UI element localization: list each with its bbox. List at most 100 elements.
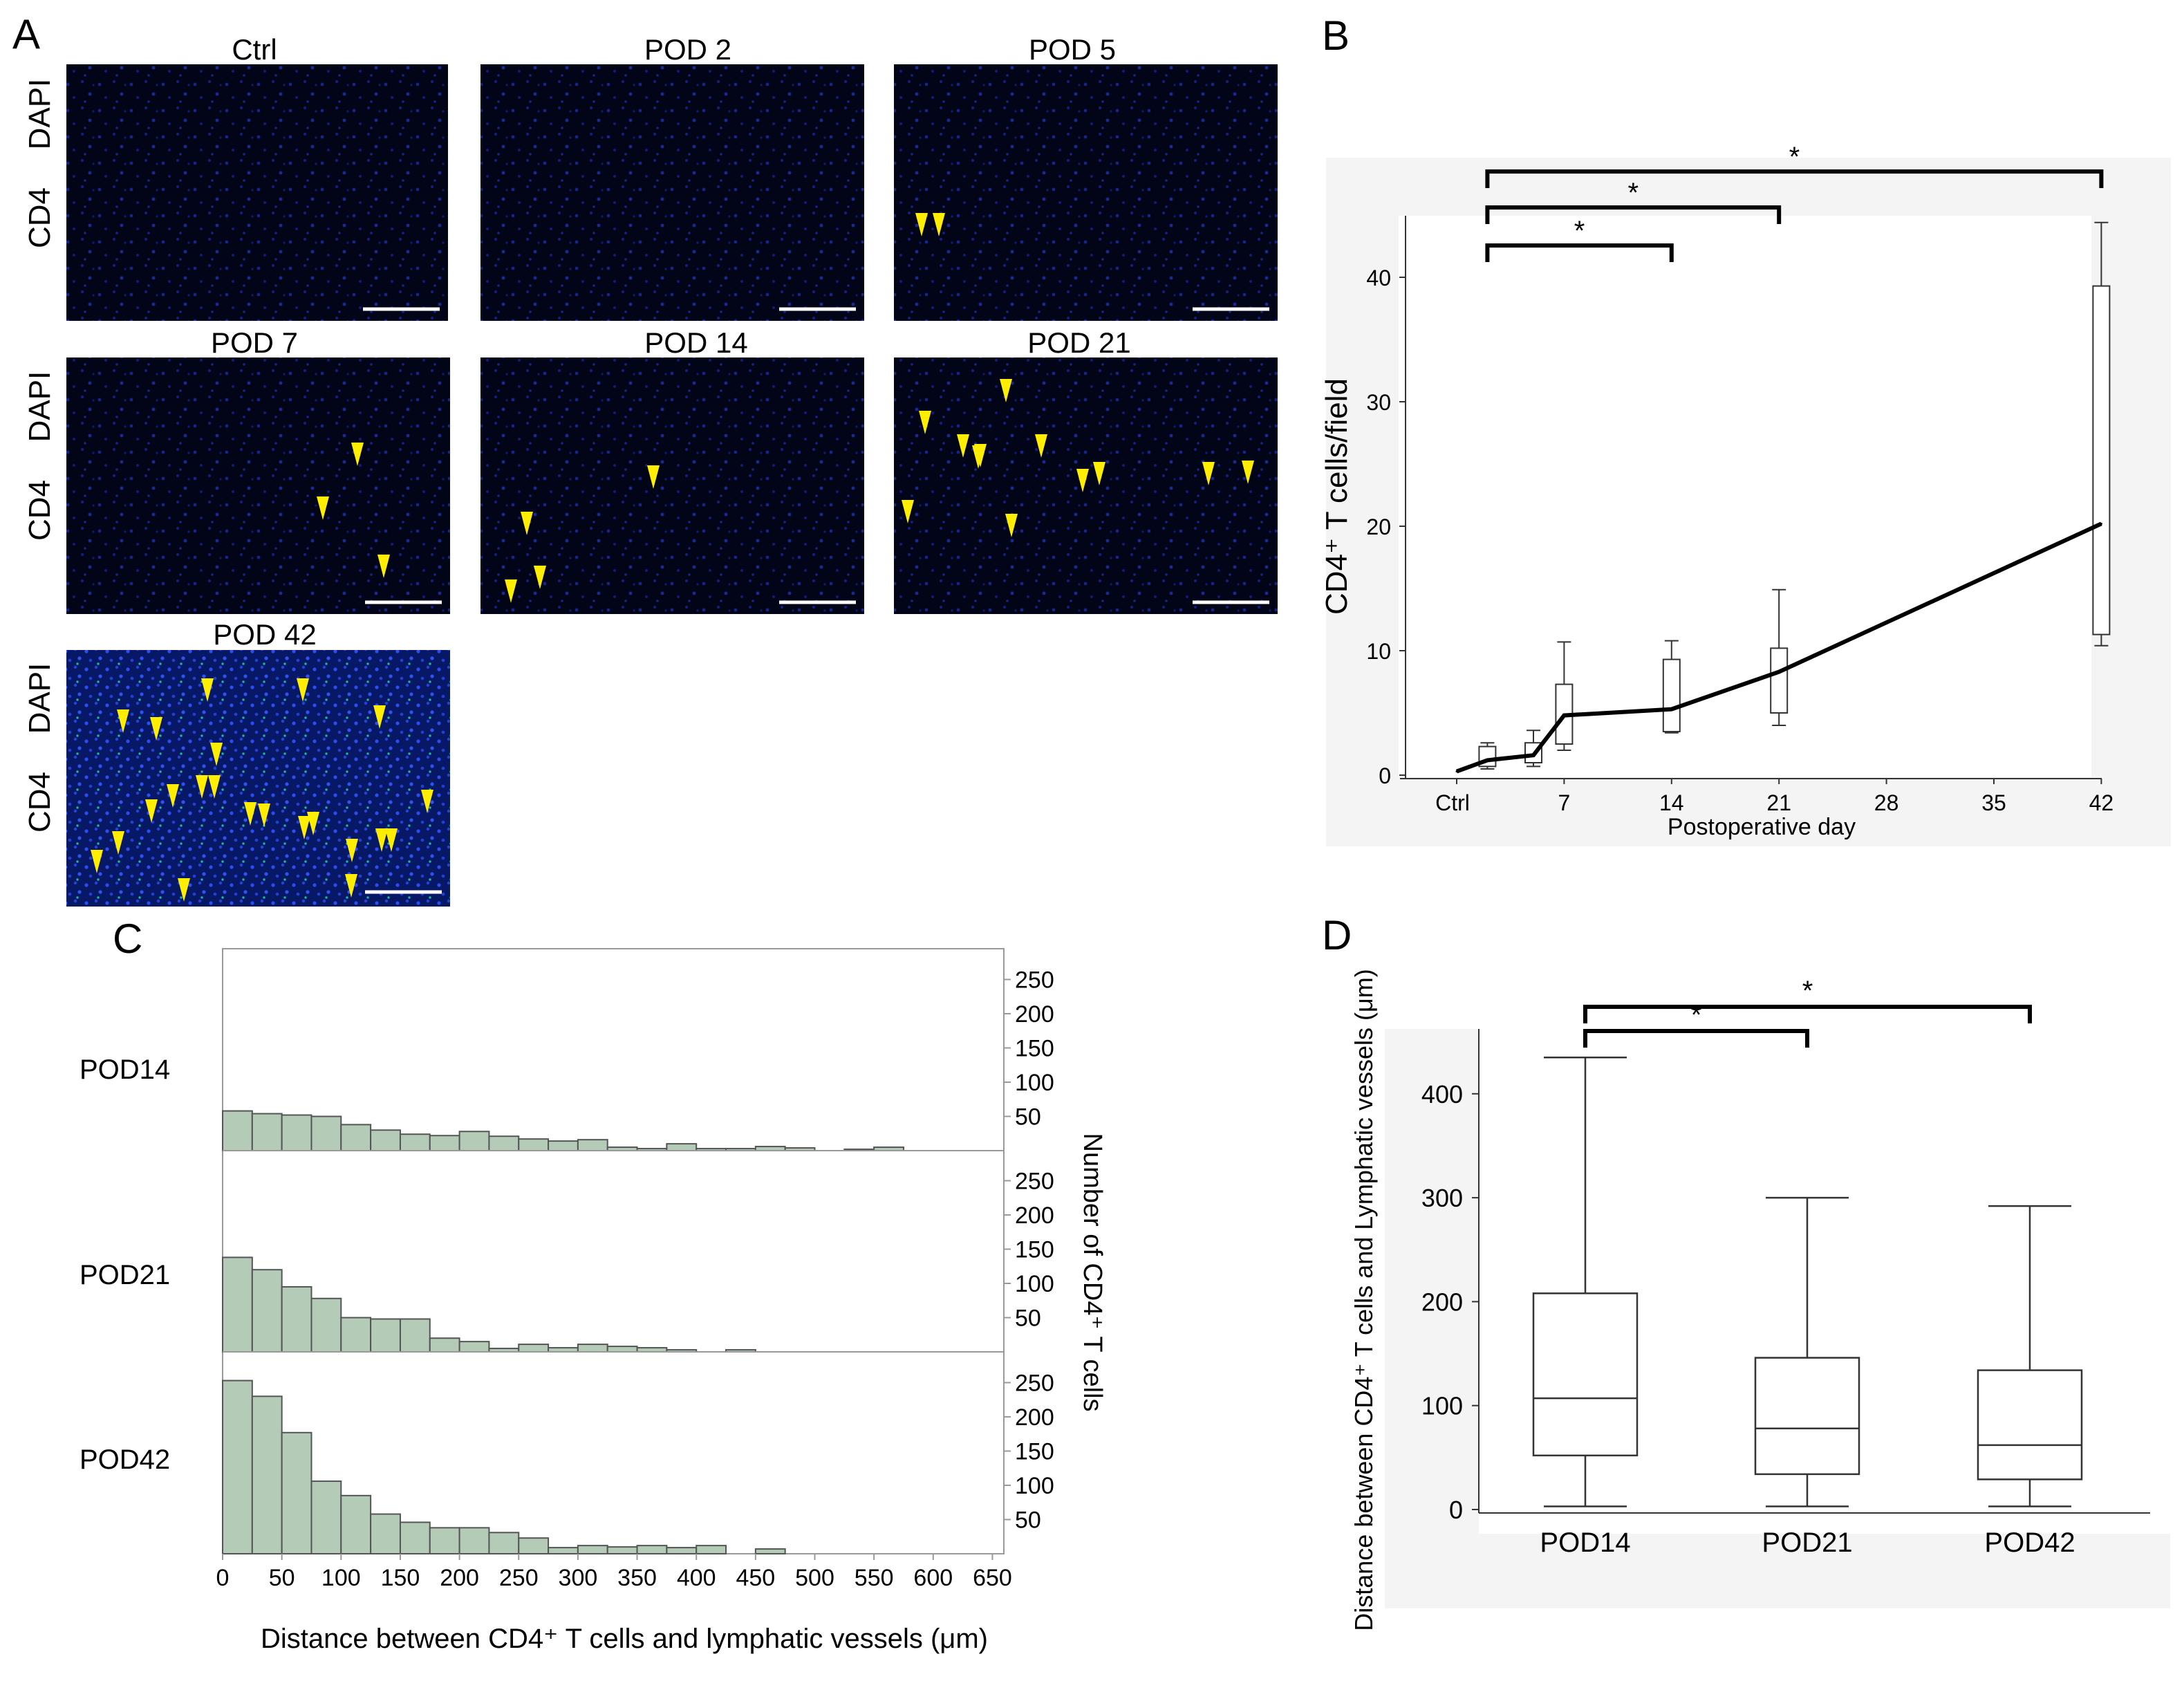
x-tick-label: 350 <box>617 1565 657 1591</box>
mean-point <box>1532 754 1535 756</box>
y-tick-label: 50 <box>1015 1306 1041 1332</box>
histogram-bar <box>370 1129 401 1152</box>
cd4-channel-label: CD4 <box>23 772 57 833</box>
histogram-bar <box>310 1480 342 1555</box>
dapi-nuclei-layer <box>894 64 1278 321</box>
y-tick-label: 100 <box>1015 1070 1054 1096</box>
channel-label-row-3: DAPI CD4 <box>23 663 57 833</box>
significance-bracket <box>1485 243 1674 262</box>
x-tick-label: 200 <box>440 1565 479 1591</box>
arrowhead-marker <box>112 831 124 855</box>
micrograph-title: POD 14 <box>644 326 747 359</box>
arrowhead-marker <box>385 828 398 852</box>
arrowhead-marker <box>208 775 221 799</box>
micrograph-title: POD 7 <box>211 326 298 359</box>
x-tick-label: 7 <box>1558 790 1571 815</box>
dapi-nuclei-layer <box>66 64 448 321</box>
box-day-5 <box>1524 730 1542 768</box>
panel-label-c: C <box>113 916 142 962</box>
y-tick-label: 250 <box>1015 1371 1054 1397</box>
histogram-bar <box>251 1269 283 1353</box>
histogram-bar <box>518 1537 550 1554</box>
significance-star: * <box>1802 976 1813 1006</box>
y-tick-label: 200 <box>1015 1001 1054 1028</box>
x-tick-label: 400 <box>677 1565 716 1591</box>
significance-bracket <box>1485 205 1782 224</box>
histogram-bar <box>281 1431 312 1555</box>
y-tick-label: 40 <box>1366 266 1391 290</box>
histogram-pod14: 50 100 150 200 250 <box>222 967 1054 1152</box>
panel-label-d: D <box>1322 912 1352 958</box>
arrowhead-marker <box>1093 462 1105 485</box>
histogram-frame <box>222 948 1005 1554</box>
significance-star: * <box>1574 216 1585 246</box>
micrograph-6 <box>894 357 1278 614</box>
histogram-bar <box>458 1341 490 1353</box>
y-tick-label: 150 <box>1015 1439 1054 1465</box>
arrowhead-marker <box>91 850 103 873</box>
histogram-bar <box>518 1344 550 1353</box>
x-tick-label: 14 <box>1659 790 1684 815</box>
significance-bracket <box>1485 169 2104 188</box>
mean-point <box>1455 770 1458 773</box>
y-tick-label: 20 <box>1366 514 1391 539</box>
histogram-bar <box>606 1546 638 1555</box>
histogram-bar <box>399 1521 431 1554</box>
panel-c-row-label-pod21: POD21 <box>80 1260 170 1290</box>
x-tick-label: 500 <box>795 1565 834 1591</box>
arrowhead-marker <box>346 839 358 862</box>
histogram-bar <box>370 1318 401 1353</box>
arrowhead-marker <box>258 804 270 827</box>
y-tick-label: 150 <box>1015 1237 1054 1263</box>
histogram-bar <box>222 1110 253 1151</box>
significance-bracket <box>1583 1029 1809 1048</box>
arrowhead-marker <box>317 496 329 520</box>
arrowhead-marker <box>902 500 914 523</box>
y-tick-label: 200 <box>1421 1288 1463 1316</box>
arrowhead-marker <box>1242 461 1254 484</box>
y-tick-label: 100 <box>1421 1392 1463 1420</box>
x-tick-label: 35 <box>1981 790 2006 815</box>
micrograph-7 <box>66 650 450 907</box>
micrograph-title: POD 42 <box>213 618 316 651</box>
arrowhead-marker <box>196 775 208 799</box>
histogram-bar <box>251 1395 283 1555</box>
panel-c-row-label-pod42: POD42 <box>80 1445 170 1475</box>
mean-point <box>1486 759 1488 761</box>
y-tick-label: 400 <box>1421 1080 1463 1108</box>
dapi-channel-label: DAPI <box>23 79 57 150</box>
arrowhead-marker <box>298 816 310 839</box>
arrowhead-marker <box>351 443 364 466</box>
histogram-bar <box>310 1297 342 1353</box>
box-iqr <box>1770 647 1789 714</box>
panel-d-y-label: Distance between CD4⁺ T cells and Lympha… <box>1350 969 1378 1631</box>
x-tick-label: 450 <box>736 1565 775 1591</box>
histogram-bar <box>251 1113 283 1152</box>
x-tick-label: 100 <box>321 1565 361 1591</box>
y-tick-label: 30 <box>1366 390 1391 415</box>
y-tick-label: 50 <box>1015 1507 1041 1534</box>
arrowhead-marker <box>178 878 190 902</box>
micrograph-1 <box>66 64 448 321</box>
histogram-bar <box>340 1317 372 1353</box>
histogram-bar <box>281 1285 312 1353</box>
arrowhead-marker <box>974 444 987 467</box>
panel-label-a: A <box>12 11 40 57</box>
arrowhead-marker <box>915 213 928 236</box>
arrowhead-marker <box>505 579 517 603</box>
micrograph-title: Ctrl <box>232 33 277 66</box>
arrowhead-marker <box>345 874 357 898</box>
x-tick-label: 300 <box>559 1565 598 1591</box>
x-tick-label: 250 <box>499 1565 539 1591</box>
arrowhead-marker <box>375 828 388 852</box>
histogram-bar <box>399 1318 431 1353</box>
histogram-bar <box>429 1527 460 1554</box>
arrowhead-marker <box>1000 379 1012 402</box>
arrowhead-marker <box>1202 462 1215 485</box>
x-tick-label: 150 <box>381 1565 420 1591</box>
box-day-2 <box>1478 742 1497 770</box>
histogram-bar <box>340 1494 372 1555</box>
x-tick-label: 600 <box>913 1565 953 1591</box>
mean-point <box>1670 708 1673 711</box>
panel-b-y-label: CD4⁺ T cells/field <box>1320 378 1354 615</box>
